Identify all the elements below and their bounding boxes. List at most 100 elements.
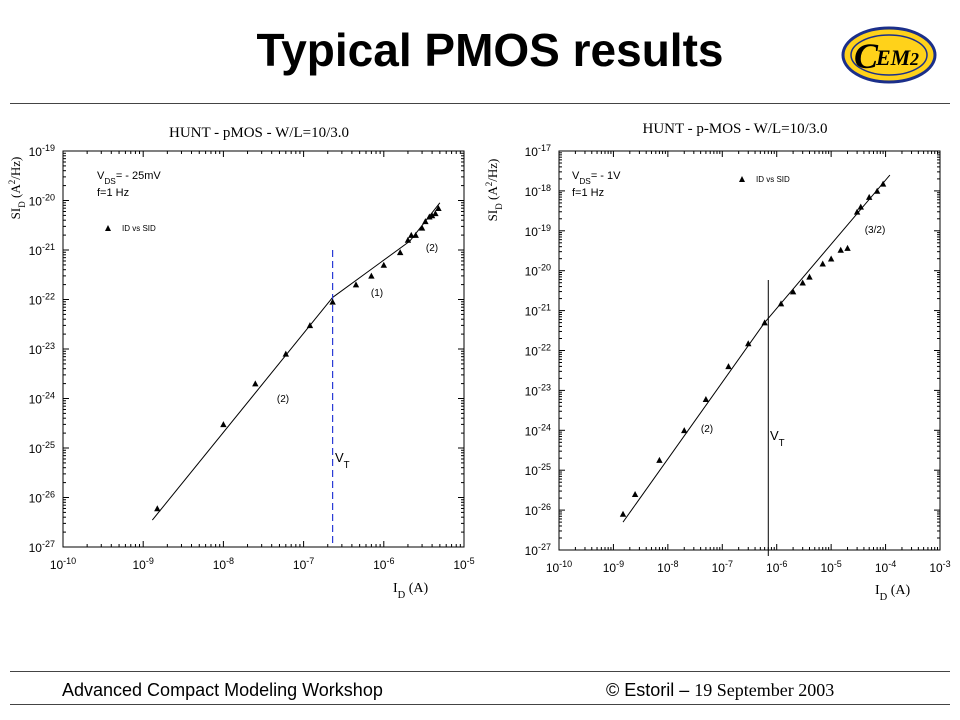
footer-copyright: © Estoril – 19 September 2003	[606, 680, 834, 701]
x-axis-label: ID (A)	[875, 583, 911, 603]
y-tick-label: 10-17	[525, 143, 551, 159]
y-tick-label: 10-26	[525, 502, 551, 518]
y-tick-label: 10-25	[525, 462, 551, 478]
x-tick-label: 10-5	[820, 559, 841, 575]
y-tick-label: 10-22	[29, 292, 55, 308]
data-point	[837, 246, 844, 253]
fit-line-1	[622, 322, 766, 523]
x-tick-label: 10-6	[766, 559, 787, 575]
data-point	[432, 210, 439, 217]
y-tick-label: 10-19	[29, 143, 55, 159]
x-tick-label: 10-8	[213, 556, 234, 572]
data-point	[396, 249, 404, 256]
fit-line-2	[332, 240, 410, 298]
y-tick-label: 10-27	[525, 542, 551, 558]
data-point	[777, 300, 785, 307]
data-point	[418, 224, 426, 231]
footer-workshop-name: Advanced Compact Modeling Workshop	[62, 680, 383, 700]
fit-line-label: (1)	[371, 288, 383, 299]
header-divider	[10, 103, 950, 104]
y-tick-label: 10-24	[29, 391, 55, 407]
data-point	[408, 231, 415, 238]
x-tick-label: 10-5	[453, 556, 474, 572]
vt-label: VT	[335, 450, 350, 471]
x-tick-label: 10-8	[657, 559, 678, 575]
x-tick-label: 10-4	[875, 559, 896, 575]
fit-line-label: (2)	[277, 394, 289, 405]
data-point	[306, 322, 314, 329]
data-point	[352, 281, 360, 288]
data-point	[619, 510, 627, 517]
footer-divider-top	[10, 671, 950, 672]
y-tick-label: 10-24	[525, 422, 551, 438]
y-tick-label: 10-23	[525, 382, 551, 398]
legend-label: ID vs SID	[756, 175, 790, 184]
y-tick-label: 10-21	[29, 242, 55, 258]
y-tick-label: 10-20	[29, 193, 55, 209]
data-point	[819, 260, 826, 267]
x-tick-label: 10-9	[133, 556, 154, 572]
frequency-annotation: f=1 Hz	[572, 187, 604, 199]
data-point	[865, 193, 873, 200]
x-tick-label: 10-9	[603, 559, 624, 575]
data-point	[380, 261, 387, 268]
data-point	[368, 272, 375, 279]
data-point	[725, 363, 732, 370]
plot-frame	[62, 150, 465, 548]
chart-title: HUNT - pMOS - W/L=10/3.0	[169, 125, 349, 141]
y-tick-label: 10-20	[525, 263, 551, 279]
svg-text:EM: EM	[875, 45, 912, 70]
data-point	[435, 204, 442, 211]
chart-2: 10-10 10-9 10-8 10-7 10-6 10-5 10-4 10-3 10-27 10…	[484, 121, 951, 603]
footer-divider-bottom	[10, 704, 950, 705]
x-tick-label: 10-10	[546, 559, 572, 575]
data-point	[220, 421, 227, 428]
bias-annotation: VDS= - 1V	[572, 170, 621, 186]
data-point	[844, 244, 851, 251]
bias-annotation: VDS= - 25mV	[97, 170, 161, 186]
legend-marker	[739, 176, 745, 182]
x-tick-label: 10-3	[929, 559, 950, 575]
data-point	[857, 203, 864, 210]
svg-text:C: C	[854, 36, 879, 76]
y-tick-label: 10-27	[29, 539, 55, 555]
fit-line-label: (3/2)	[865, 225, 886, 236]
fit-line-label: (2)	[701, 424, 713, 435]
data-point	[428, 212, 436, 219]
x-tick-label: 10-10	[50, 556, 76, 572]
fit-line-label: (2)	[426, 243, 438, 254]
chart-1: 10-10 10-9 10-8 10-7 10-6 10-5 10-27 10-26 10-25…	[7, 125, 475, 601]
data-point	[873, 187, 881, 194]
x-tick-label: 10-7	[712, 559, 733, 575]
fit-line-1	[151, 297, 333, 521]
data-point	[761, 319, 768, 326]
plot-frame	[558, 150, 941, 551]
data-point	[154, 505, 161, 512]
data-point	[656, 456, 663, 463]
y-axis-label: SID (A2/Hz)	[484, 159, 504, 222]
data-point	[422, 218, 429, 225]
data-point	[631, 491, 639, 498]
data-point	[853, 208, 861, 215]
data-point	[745, 340, 752, 347]
chart-title: HUNT - p-MOS - W/L=10/3.0	[643, 121, 828, 137]
data-point	[702, 396, 710, 403]
data-point	[827, 255, 835, 262]
data-point	[789, 288, 797, 295]
footer-copyright-prefix: © Estoril –	[606, 680, 695, 700]
svg-text:2: 2	[909, 49, 919, 69]
y-tick-label: 10-19	[525, 223, 551, 239]
legend-label: ID vs SID	[122, 224, 156, 233]
y-tick-label: 10-23	[29, 341, 55, 357]
footer-date: 19 September 2003	[694, 680, 835, 700]
fit-line-2	[764, 174, 891, 323]
data-point	[681, 427, 688, 434]
data-point	[799, 279, 806, 286]
page-title: Typical PMOS results	[256, 24, 724, 76]
y-tick-label: 10-22	[525, 343, 551, 359]
y-tick-label: 10-25	[29, 440, 55, 456]
cem2-logo: C EM 2	[840, 24, 938, 86]
y-tick-label: 10-18	[525, 183, 551, 199]
x-tick-label: 10-6	[373, 556, 394, 572]
